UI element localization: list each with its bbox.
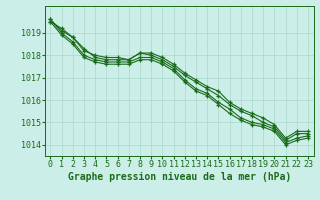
- X-axis label: Graphe pression niveau de la mer (hPa): Graphe pression niveau de la mer (hPa): [68, 172, 291, 182]
